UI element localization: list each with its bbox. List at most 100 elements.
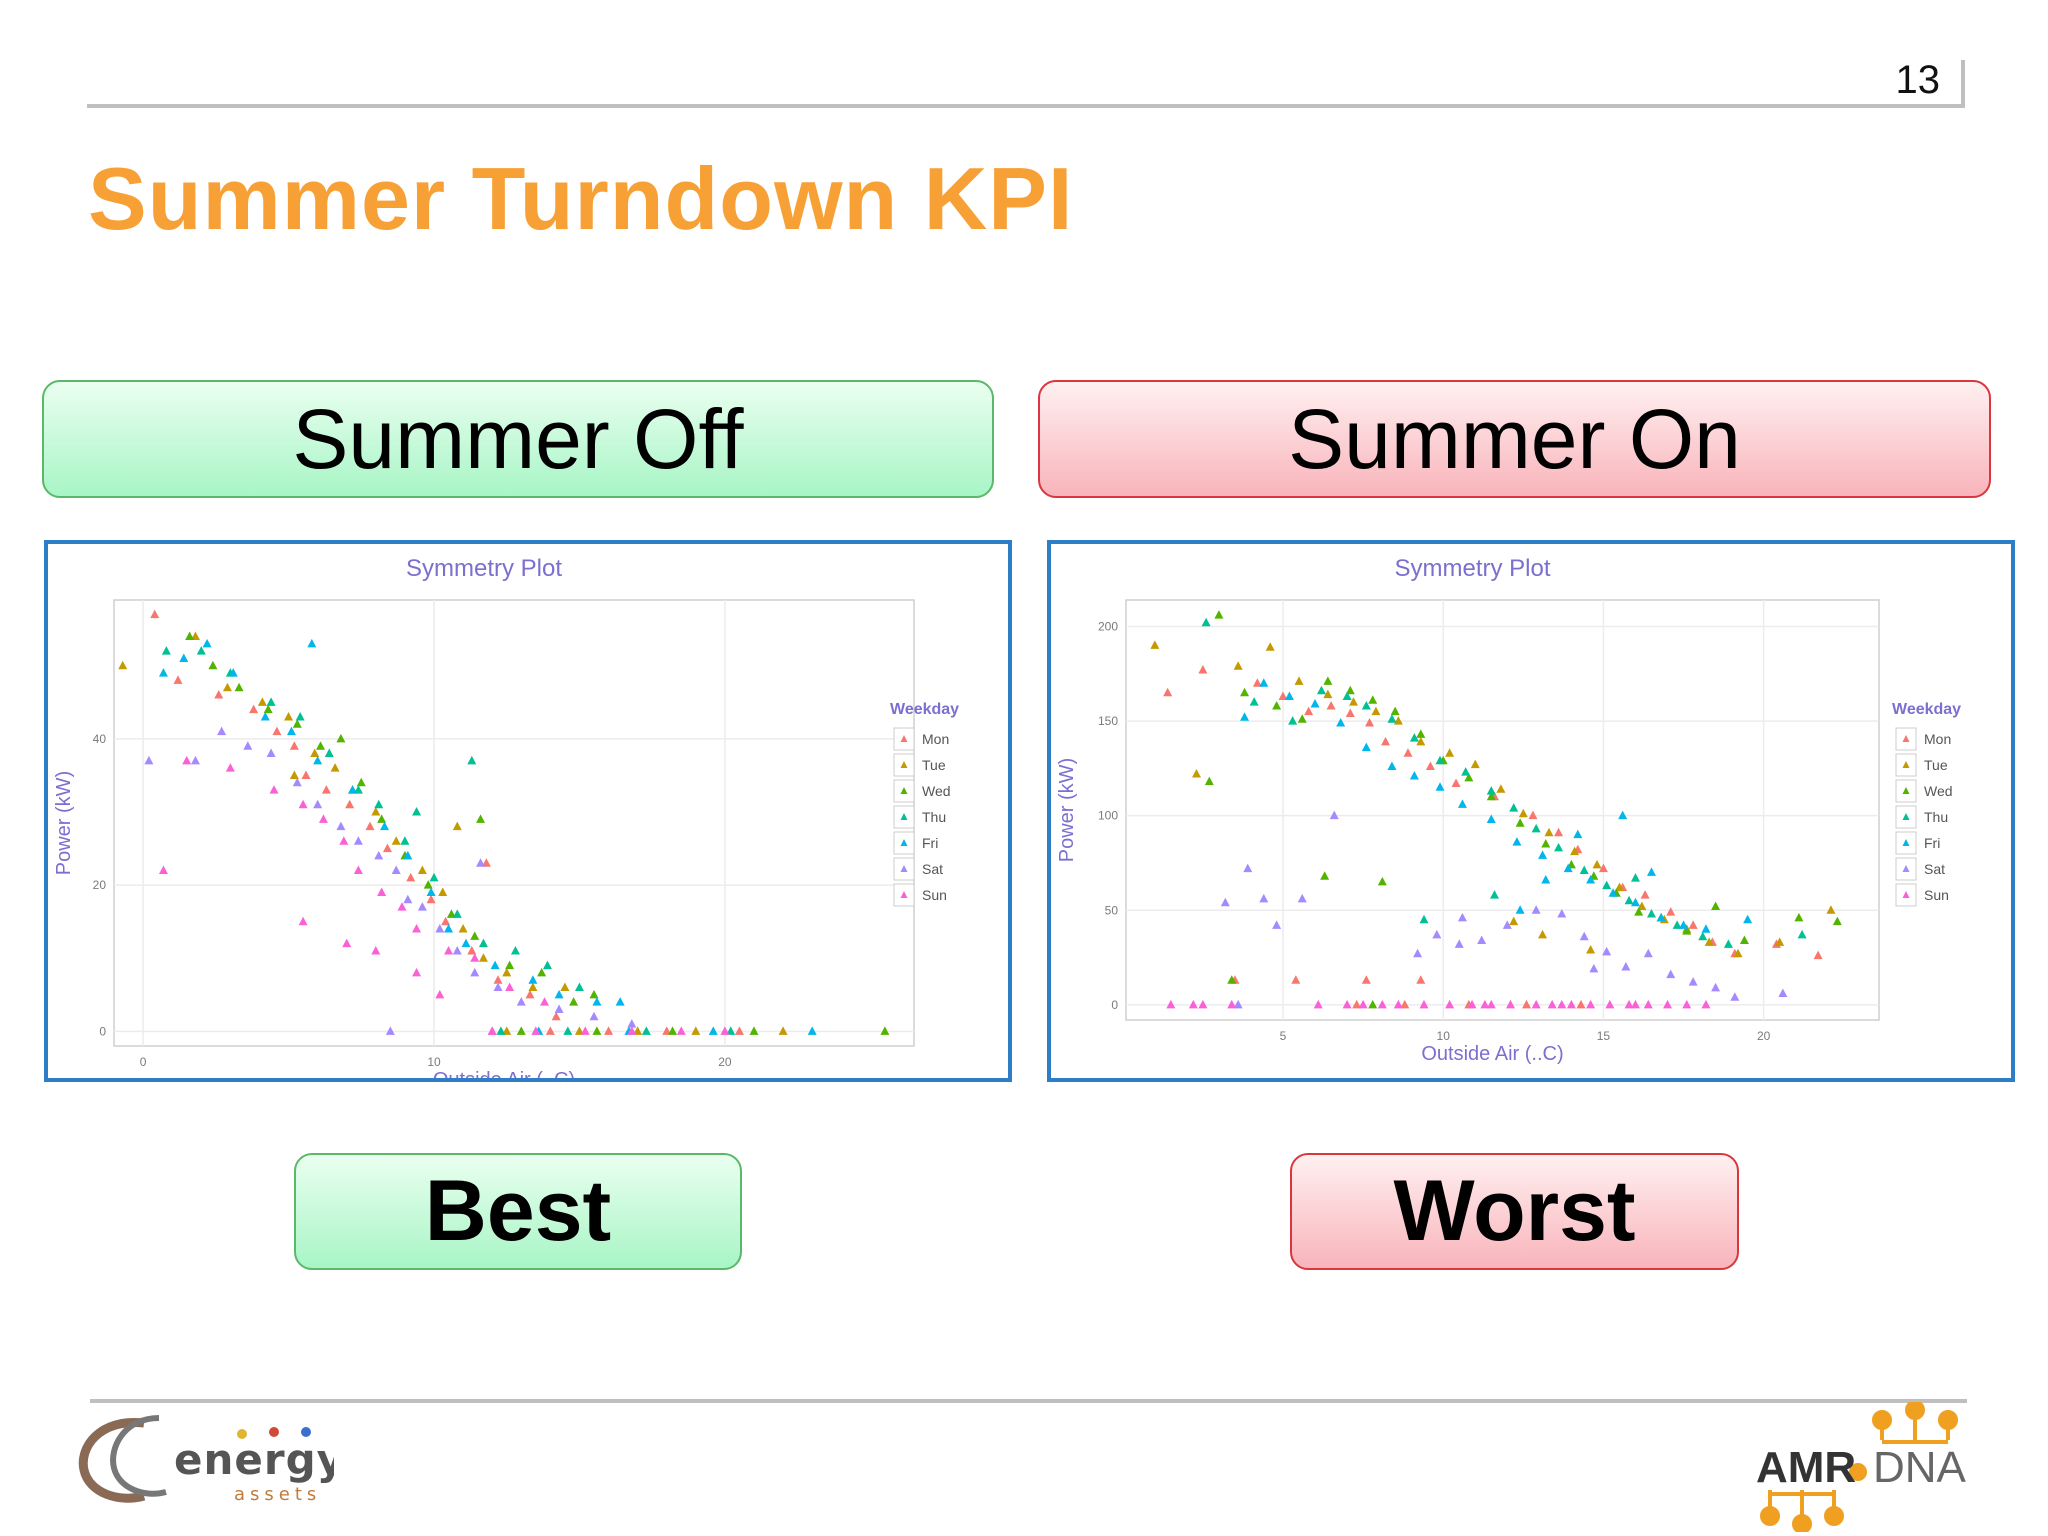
scatter-point-sun <box>444 945 454 955</box>
scatter-point-mon <box>1163 687 1173 697</box>
scatter-point-sat <box>1778 988 1788 998</box>
scatter-point-thu <box>1531 823 1541 833</box>
scatter-point-wed <box>1214 610 1224 619</box>
scatter-point-thu <box>510 945 520 955</box>
scatter-point-mon <box>150 609 160 619</box>
scatter-point-thu <box>1489 890 1499 899</box>
scatter-point-tue <box>222 682 232 692</box>
scatter-point-fri <box>403 850 413 860</box>
scatter-point-sun <box>1566 999 1576 1009</box>
scatter-point-tue <box>1150 640 1160 649</box>
summer-on-chart-frame: 5 10 15 20 0 50 100 150 200 Symmetry Plot Outside … <box>1047 540 2015 1082</box>
scatter-point-thu <box>266 697 276 706</box>
scatter-point-mon <box>1522 999 1532 1009</box>
scatter-point-sat <box>1297 893 1307 903</box>
legend-label: Sat <box>922 861 943 877</box>
scatter-point-wed <box>1240 687 1250 697</box>
scatter-point-mon <box>1365 717 1375 727</box>
scatter-point-fri <box>1486 814 1496 823</box>
scatter-point-wed <box>1390 706 1400 716</box>
x-axis-label: Outside Air (..C) <box>1421 1043 1563 1065</box>
scatter-point-sun <box>371 945 381 955</box>
scatter-point-sat <box>1531 905 1541 914</box>
scatter-point-sun <box>182 755 192 765</box>
scatter-point-wed <box>537 967 547 977</box>
scatter-point-thu <box>1723 939 1733 948</box>
scatter-point-mon <box>1291 975 1301 984</box>
scatter-point-fri <box>1538 850 1548 859</box>
scatter-point-mon <box>365 821 375 831</box>
scatter-point-mon <box>289 741 299 750</box>
worst-badge: Worst <box>1290 1153 1739 1270</box>
scatter-point-sun <box>1506 999 1516 1009</box>
scatter-point-thu <box>1630 873 1640 882</box>
scatter-point-sun <box>487 1026 497 1035</box>
scatter-point-fri <box>1586 875 1596 884</box>
scatter-point-wed <box>1794 912 1804 922</box>
scatter-point-sat <box>1502 920 1512 929</box>
scatter-point-mon <box>1304 706 1314 716</box>
scatter-point-sun <box>1486 999 1496 1009</box>
scatter-point-mon <box>173 675 183 684</box>
legend-key-sat <box>1902 865 1910 872</box>
scatter-point-sat <box>1666 969 1676 979</box>
scatter-point-sat <box>1711 982 1721 992</box>
scatter-point-sun <box>1630 999 1640 1009</box>
legend-key-wed <box>900 787 908 794</box>
scatter-point-sun <box>1313 999 1323 1009</box>
summer-off-chart-frame: 0 10 20 0 20 40 Symmetry Plot Outside Air (..C)… <box>44 540 1012 1082</box>
scatter-point-thu <box>1435 755 1445 765</box>
x-tick-label: 15 <box>1597 1029 1611 1043</box>
scatter-point-sat <box>313 799 323 809</box>
scatter-point-mon <box>481 858 491 867</box>
scatter-point-wed <box>1345 685 1355 695</box>
scatter-point-fri <box>1656 912 1666 922</box>
scatter-point-sat <box>516 997 526 1006</box>
scatter-point-mon <box>1528 810 1538 820</box>
scatter-point-sun <box>1586 999 1596 1009</box>
scatter-point-fri <box>1608 888 1618 897</box>
scatter-point-tue <box>1294 676 1304 685</box>
energy-logo-word: energy <box>174 1435 334 1484</box>
scatter-point-sun <box>1198 999 1208 1009</box>
scatter-point-tue <box>1349 697 1359 706</box>
scatter-point-mon <box>272 726 282 736</box>
scatter-point-thu <box>574 982 584 992</box>
scatter-point-sat <box>217 726 227 736</box>
scatter-point-mon <box>1352 999 1362 1009</box>
scatter-point-wed <box>516 1026 526 1035</box>
y-tick-label: 20 <box>93 878 107 892</box>
best-badge: Best <box>294 1153 742 1270</box>
scatter-point-mon <box>604 1026 614 1035</box>
scatter-point-thu <box>1509 803 1519 812</box>
scatter-point-sun <box>540 997 550 1006</box>
scatter-point-sat <box>266 748 276 758</box>
scatter-point-wed <box>356 777 366 787</box>
scatter-point-sat <box>435 924 445 933</box>
scatter-point-sun <box>627 1026 637 1035</box>
scatter-point-tue <box>417 865 427 875</box>
scatter-point-thu <box>478 938 488 948</box>
scatter-point-wed <box>377 814 387 823</box>
scatter-point-mon <box>1688 920 1698 929</box>
scatter-point-wed <box>234 682 244 692</box>
y-tick-label: 150 <box>1098 714 1118 728</box>
legend-label: Sun <box>1924 887 1949 903</box>
scatter-point-wed <box>316 741 326 750</box>
scatter-point-thu <box>467 755 477 765</box>
scatter-point-wed <box>1320 871 1330 880</box>
scatter-point-sat <box>374 850 384 860</box>
scatter-point-tue <box>371 807 381 816</box>
scatter-point-sat <box>452 945 462 955</box>
scatter-point-fri <box>179 653 189 662</box>
scatter-point-tue <box>1470 759 1480 769</box>
plot-panel <box>113 599 915 1047</box>
scatter-point-tue <box>1733 948 1743 958</box>
scatter-point-sat <box>1259 893 1269 903</box>
scatter-point-sat <box>1272 920 1282 929</box>
scatter-point-fri <box>490 960 500 970</box>
scatter-point-mon <box>1361 975 1371 984</box>
scatter-point-sun <box>1547 999 1557 1009</box>
x-tick-label: 10 <box>1437 1029 1451 1043</box>
scatter-point-thu <box>1342 691 1352 700</box>
